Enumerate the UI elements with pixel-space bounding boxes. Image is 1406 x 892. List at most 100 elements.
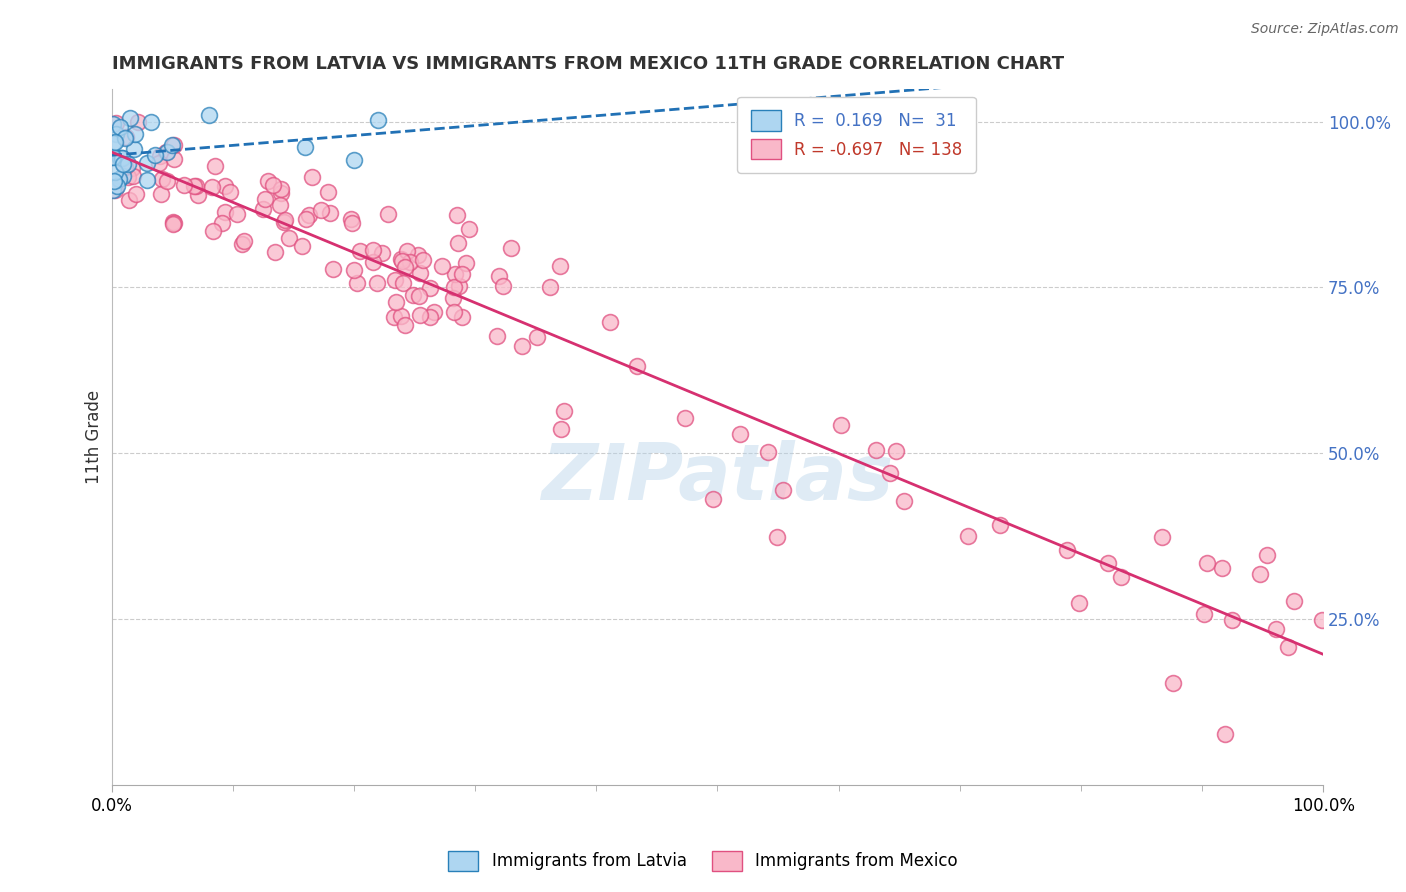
Point — [149, 186, 172, 201]
Y-axis label: 11th Grade: 11th Grade — [86, 390, 103, 483]
Point — [399, 254, 422, 268]
Point — [309, 202, 332, 217]
Point — [884, 444, 907, 458]
Point — [111, 152, 134, 166]
Point — [294, 140, 316, 154]
Point — [143, 147, 166, 161]
Point — [262, 178, 284, 193]
Point — [111, 169, 134, 183]
Point — [104, 135, 127, 149]
Point — [294, 211, 316, 226]
Point — [101, 150, 124, 164]
Point — [1067, 597, 1090, 611]
Point — [254, 193, 277, 207]
Point — [893, 493, 915, 508]
Point — [1111, 570, 1133, 584]
Point — [197, 108, 219, 122]
Point — [1312, 613, 1334, 627]
Point — [152, 172, 174, 186]
Point — [728, 427, 751, 442]
Point — [488, 268, 510, 283]
Point — [122, 169, 145, 183]
Point — [343, 153, 366, 168]
Point — [1265, 623, 1288, 637]
Point — [148, 156, 170, 170]
Point — [114, 160, 136, 174]
Point — [444, 267, 467, 281]
Point — [526, 330, 548, 344]
Point — [1056, 543, 1078, 558]
Point — [135, 155, 157, 169]
Point — [155, 145, 177, 160]
Point — [252, 202, 274, 216]
Point — [406, 248, 429, 262]
Point — [204, 159, 226, 173]
Point — [256, 174, 278, 188]
Point — [114, 130, 136, 145]
Point — [457, 222, 479, 236]
Point — [121, 161, 143, 176]
Point — [1097, 557, 1119, 571]
Point — [270, 182, 292, 196]
Point — [553, 404, 575, 418]
Point — [367, 112, 389, 127]
Point — [419, 310, 441, 325]
Point — [343, 263, 366, 277]
Point — [408, 289, 430, 303]
Point — [423, 305, 446, 319]
Point — [830, 418, 852, 433]
Text: IMMIGRANTS FROM LATVIA VS IMMIGRANTS FROM MEXICO 11TH GRADE CORRELATION CHART: IMMIGRANTS FROM LATVIA VS IMMIGRANTS FRO… — [111, 55, 1064, 73]
Point — [298, 208, 321, 222]
Point — [291, 239, 314, 253]
Point — [111, 151, 134, 165]
Point — [322, 261, 344, 276]
Point — [214, 178, 236, 193]
Text: Source: ZipAtlas.com: Source: ZipAtlas.com — [1251, 22, 1399, 37]
Legend: Immigrants from Latvia, Immigrants from Mexico: Immigrants from Latvia, Immigrants from … — [440, 842, 966, 880]
Point — [377, 207, 399, 221]
Point — [163, 138, 186, 153]
Point — [101, 136, 124, 150]
Point — [1256, 548, 1278, 562]
Point — [105, 178, 128, 193]
Point — [214, 205, 236, 219]
Point — [451, 310, 474, 324]
Point — [186, 178, 208, 193]
Point — [264, 244, 287, 259]
Point — [118, 193, 141, 207]
Point — [163, 153, 186, 167]
Point — [361, 255, 384, 269]
Point — [139, 115, 162, 129]
Point — [396, 244, 419, 259]
Point — [673, 411, 696, 425]
Point — [391, 276, 413, 290]
Point — [370, 246, 392, 260]
Point — [316, 185, 339, 199]
Point — [231, 236, 253, 251]
Point — [510, 339, 533, 353]
Point — [385, 294, 408, 309]
Point — [865, 442, 887, 457]
Point — [391, 310, 413, 324]
Point — [548, 260, 571, 274]
Point — [162, 215, 184, 229]
Point — [394, 260, 416, 274]
Point — [1277, 640, 1299, 655]
Point — [340, 216, 363, 230]
Point — [187, 187, 209, 202]
Point — [1284, 594, 1306, 608]
Point — [443, 280, 465, 294]
Point — [173, 178, 195, 193]
Point — [156, 145, 179, 160]
Point — [105, 127, 128, 141]
Point — [1195, 557, 1218, 571]
Point — [101, 117, 124, 131]
Point — [1220, 613, 1243, 627]
Point — [163, 216, 186, 230]
Point — [340, 212, 363, 227]
Point — [1161, 676, 1184, 690]
Point — [112, 157, 135, 171]
Point — [301, 169, 323, 184]
Point — [492, 279, 515, 293]
Point — [117, 157, 139, 171]
